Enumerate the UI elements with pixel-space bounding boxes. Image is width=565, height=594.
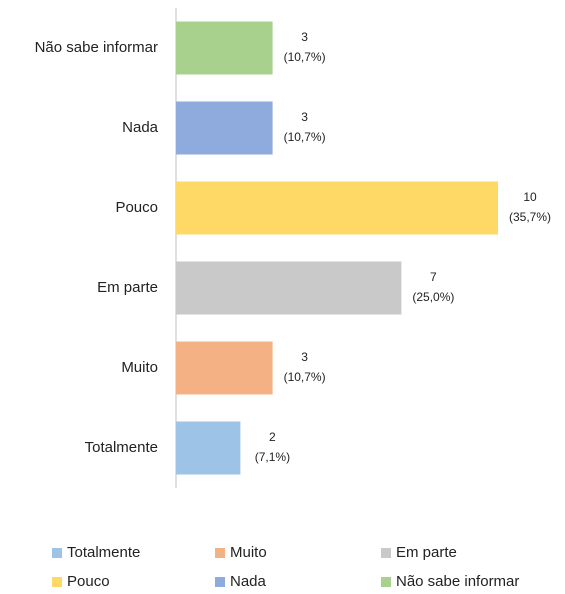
bar (176, 181, 498, 235)
legend-swatch (52, 548, 62, 558)
legend-label: Totalmente (67, 544, 140, 561)
data-label: (7,1%) (255, 450, 290, 464)
bar (176, 261, 402, 315)
legend-swatch (215, 548, 225, 558)
category-label: Não sabe informar (35, 39, 158, 56)
bar (176, 421, 241, 475)
bar (176, 101, 273, 155)
legend-label: Não sabe informar (396, 573, 519, 590)
data-label: (35,7%) (509, 210, 551, 224)
data-label: 3 (301, 350, 308, 364)
legend-swatch (381, 548, 391, 558)
data-label: (25,0%) (412, 290, 454, 304)
legend-swatch (215, 577, 225, 587)
legend-swatch (381, 577, 391, 587)
legend-label: Nada (230, 573, 267, 590)
category-label: Em parte (97, 279, 158, 296)
legend-label: Em parte (396, 544, 457, 561)
bar (176, 341, 273, 395)
data-label: (10,7%) (284, 130, 326, 144)
data-label: 2 (269, 430, 276, 444)
category-label: Pouco (115, 199, 158, 216)
data-label: 7 (430, 270, 437, 284)
data-label: 3 (301, 110, 308, 124)
data-label: (10,7%) (284, 370, 326, 384)
legend-label: Muito (230, 544, 267, 561)
category-label: Nada (122, 119, 159, 136)
data-label: 3 (301, 30, 308, 44)
category-label: Totalmente (85, 439, 158, 456)
bar (176, 21, 273, 75)
category-label: Muito (121, 359, 158, 376)
data-label: 10 (523, 190, 537, 204)
data-label: (10,7%) (284, 50, 326, 64)
legend-label: Pouco (67, 573, 110, 590)
legend-swatch (52, 577, 62, 587)
